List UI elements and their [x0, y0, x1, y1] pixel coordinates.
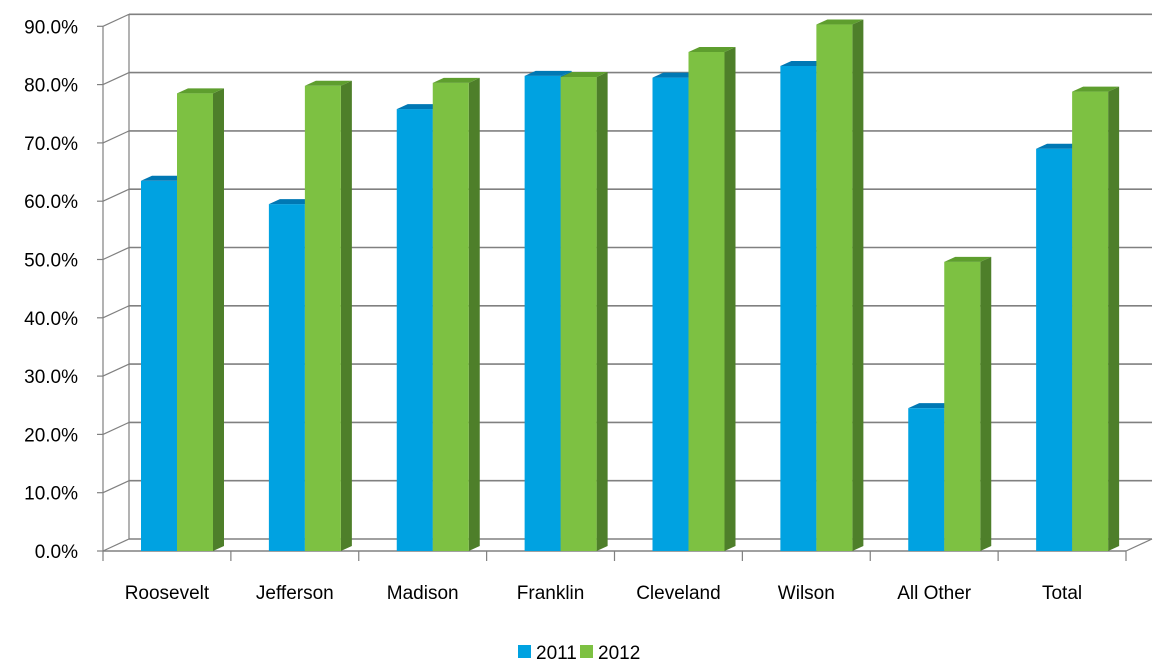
floor-right-edge	[1125, 538, 1153, 552]
x-tick-label-wilson: Wilson	[778, 583, 835, 604]
bar-2011-jefferson	[268, 204, 305, 552]
y-tick-label-1: 10.0%	[24, 484, 78, 505]
bar-2012-jefferson-side	[340, 80, 352, 552]
bar-2012-madison-side	[468, 77, 480, 551]
wall-diagonal-8	[102, 72, 130, 86]
bar-2011-total	[1036, 148, 1073, 552]
bar-2012-franklin	[560, 77, 597, 552]
bar-2011-roosevelt-top	[141, 175, 188, 181]
y-tick-label-7: 70.0%	[24, 134, 78, 155]
y-tick-label-4: 40.0%	[24, 309, 78, 330]
bar-2011-madison	[396, 109, 433, 551]
wall-diagonal-5	[102, 246, 130, 261]
grid-layer	[102, 13, 1152, 552]
bar-2012-madison-top	[432, 77, 480, 83]
x-tick-label-cleveland: Cleveland	[636, 583, 721, 604]
wall-diagonal-6	[102, 188, 130, 202]
labels-layer: 0.0% 10.0% 20.0% 30.0% 40.0% 50.0% 60.0% 70.0% 8…	[24, 17, 1082, 604]
bar-2011-total-top	[1036, 143, 1084, 149]
bar-2012-wilson-top	[816, 19, 864, 25]
legend: 2011 2012	[518, 643, 640, 664]
y-tick-label-9: 90.0%	[24, 17, 78, 38]
bar-2011-all-other	[908, 408, 945, 551]
bar-2012-roosevelt	[177, 93, 213, 551]
bar-2012-total-top	[1072, 86, 1120, 92]
x-tick-label-roosevelt: Roosevelt	[125, 583, 210, 604]
bar-2012-franklin-side	[596, 72, 608, 552]
wall-diagonal-4	[102, 305, 130, 319]
bars-layer	[141, 19, 1120, 552]
bar-2011-franklin-top	[524, 70, 572, 76]
bar-2012-cleveland-side	[724, 46, 736, 552]
bar-2012-all-other-side	[980, 256, 992, 551]
bar-2011-madison-top	[396, 104, 444, 110]
wall-diagonal-0	[102, 538, 130, 552]
wall-diagonal-3	[102, 363, 130, 377]
x-tick-label-total: Total	[1042, 583, 1082, 604]
bar-2011-wilson-top	[780, 60, 828, 66]
bar-2012-cleveland-top	[688, 46, 736, 52]
bar-2011-all-other-top	[908, 403, 956, 409]
y-tick-label-3: 30.0%	[24, 367, 78, 388]
bar-2011-wilson	[780, 65, 817, 551]
bar-2012-roosevelt-top	[177, 88, 224, 94]
bar-2011-cleveland	[652, 77, 689, 551]
bar-2012-total-side	[1108, 86, 1120, 551]
bar-2011-cleveland-top	[652, 72, 700, 78]
bar-2011-jefferson-top	[268, 199, 316, 205]
bar-2012-cleveland	[688, 51, 725, 552]
bar-2012-total	[1072, 91, 1109, 551]
y-tick-label-6: 60.0%	[24, 192, 78, 213]
axis-layer	[97, 14, 1153, 561]
x-tick-label-all-other: All Other	[897, 583, 972, 604]
y-tick-label-0: 0.0%	[35, 542, 78, 563]
legend-swatch-2011	[518, 645, 531, 658]
bar-2012-all-other	[944, 261, 981, 551]
bar-2012-wilson	[816, 24, 853, 551]
bar-2012-all-other-top	[944, 256, 992, 262]
bar-2012-wilson-side	[852, 19, 864, 551]
bar-2011-roosevelt	[141, 180, 177, 552]
bar-2012-jefferson	[304, 85, 341, 552]
bar-2012-franklin-top	[560, 72, 608, 78]
wall-diagonal-7	[102, 130, 130, 144]
x-tick-label-jefferson: Jefferson	[256, 583, 334, 604]
y-tick-label-8: 80.0%	[24, 76, 78, 97]
y-tick-label-2: 20.0%	[24, 425, 78, 446]
wall-diagonal-1	[102, 480, 130, 494]
bar-2011-franklin	[524, 75, 561, 551]
x-tick-label-madison: Madison	[387, 583, 459, 604]
legend-label-2011: 2011	[536, 643, 577, 664]
wall-diagonal-9	[102, 13, 130, 27]
bar-2012-roosevelt-side	[213, 88, 224, 551]
bar-2012-madison	[432, 82, 469, 551]
x-tick-label-franklin: Franklin	[517, 583, 585, 604]
legend-swatch-2012	[580, 645, 593, 658]
bar-2012-jefferson-top	[304, 80, 352, 86]
legend-label-2012: 2012	[598, 643, 640, 664]
y-tick-label-5: 50.0%	[24, 251, 78, 272]
wall-diagonal-2	[102, 421, 130, 435]
